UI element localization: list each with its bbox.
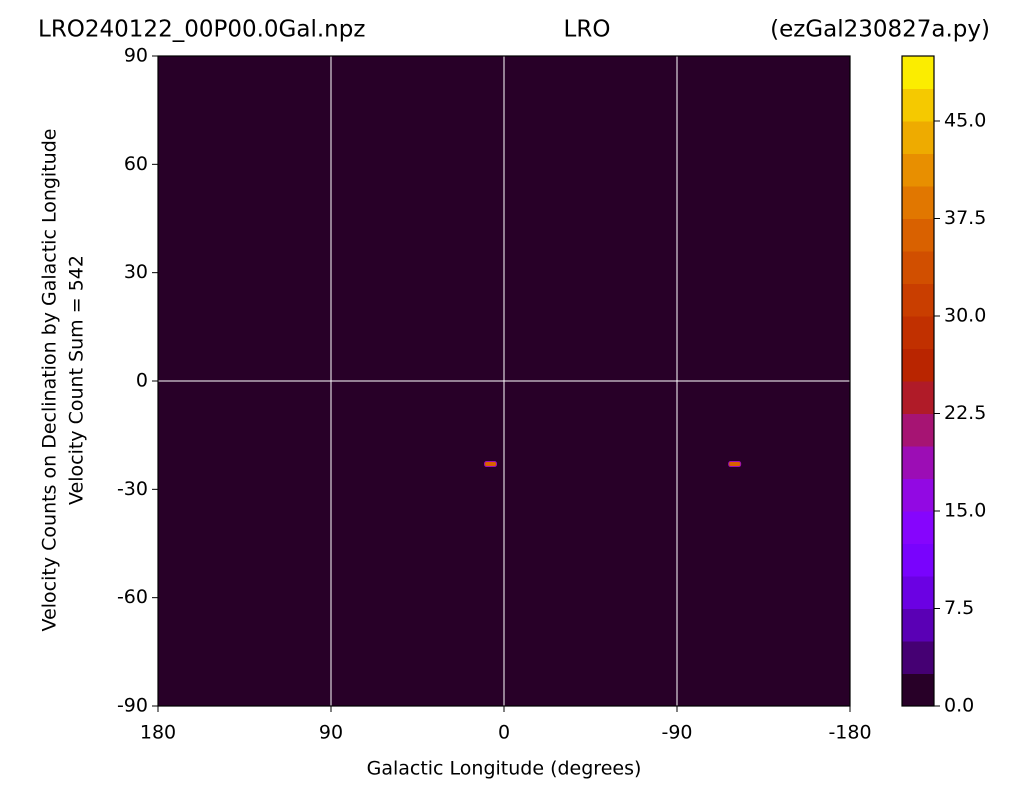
colorbar-segment: [902, 446, 934, 479]
colorbar-segment: [902, 251, 934, 284]
y-tick-label: 0: [136, 370, 148, 392]
x-tick-label: 0: [498, 722, 510, 744]
colorbar-tick-label: 22.5: [944, 402, 986, 424]
colorbar-segment: [902, 218, 934, 252]
x-tick-label: 180: [140, 722, 176, 744]
x-tick-label: 90: [319, 722, 343, 744]
y-tick-label: -60: [117, 586, 148, 608]
colorbar-segment: [902, 381, 934, 414]
y-tick-label: 90: [124, 45, 148, 67]
colorbar-segment: [902, 316, 934, 349]
heat-spot: [484, 461, 498, 468]
y-axis-label: Velocity Counts on Declination by Galact…: [39, 129, 61, 632]
colorbar-frame: [901, 55, 935, 707]
title-right: (ezGal230827a.py): [770, 17, 990, 43]
colorbar-segment: [902, 641, 934, 674]
y-tick-label: -30: [117, 478, 148, 500]
y-axis-label: Velocity Count Sum = 542: [66, 255, 88, 505]
colorbar-tick-label: 30.0: [944, 305, 986, 327]
colorbar-segment: [902, 608, 934, 642]
colorbar-tick-label: 15.0: [944, 500, 986, 522]
colorbar-segment: [902, 56, 934, 89]
colorbar-segment: [902, 673, 934, 707]
y-tick-label: 30: [124, 261, 148, 283]
colorbar-tick-label: 45.0: [944, 110, 986, 132]
x-tick-label: -180: [828, 722, 871, 744]
colorbar-segment: [902, 576, 934, 609]
colorbar-tick-label: 7.5: [944, 597, 974, 619]
colorbar-segment: [902, 283, 934, 317]
colorbar-segment: [902, 186, 934, 219]
colorbar-segment: [902, 121, 934, 154]
colorbar-segment: [902, 478, 934, 512]
y-tick-label: 60: [124, 153, 148, 175]
colorbar-segment: [902, 543, 934, 577]
colorbar-segment: [902, 153, 934, 187]
title-center: LRO: [564, 17, 611, 43]
y-tick-label: -90: [117, 695, 148, 717]
heat-spot: [728, 461, 742, 468]
colorbar-segment: [902, 348, 934, 382]
colorbar-segment: [902, 88, 934, 122]
title-left: LRO240122_00P00.0Gal.npz: [38, 17, 365, 43]
colorbar-tick-label: 37.5: [944, 207, 986, 229]
x-tick-label: -90: [661, 722, 692, 744]
colorbar-tick-label: 0.0: [944, 695, 974, 717]
colorbar-segment: [902, 511, 934, 544]
colorbar-segment: [902, 413, 934, 447]
x-axis-label: Galactic Longitude (degrees): [367, 758, 642, 780]
